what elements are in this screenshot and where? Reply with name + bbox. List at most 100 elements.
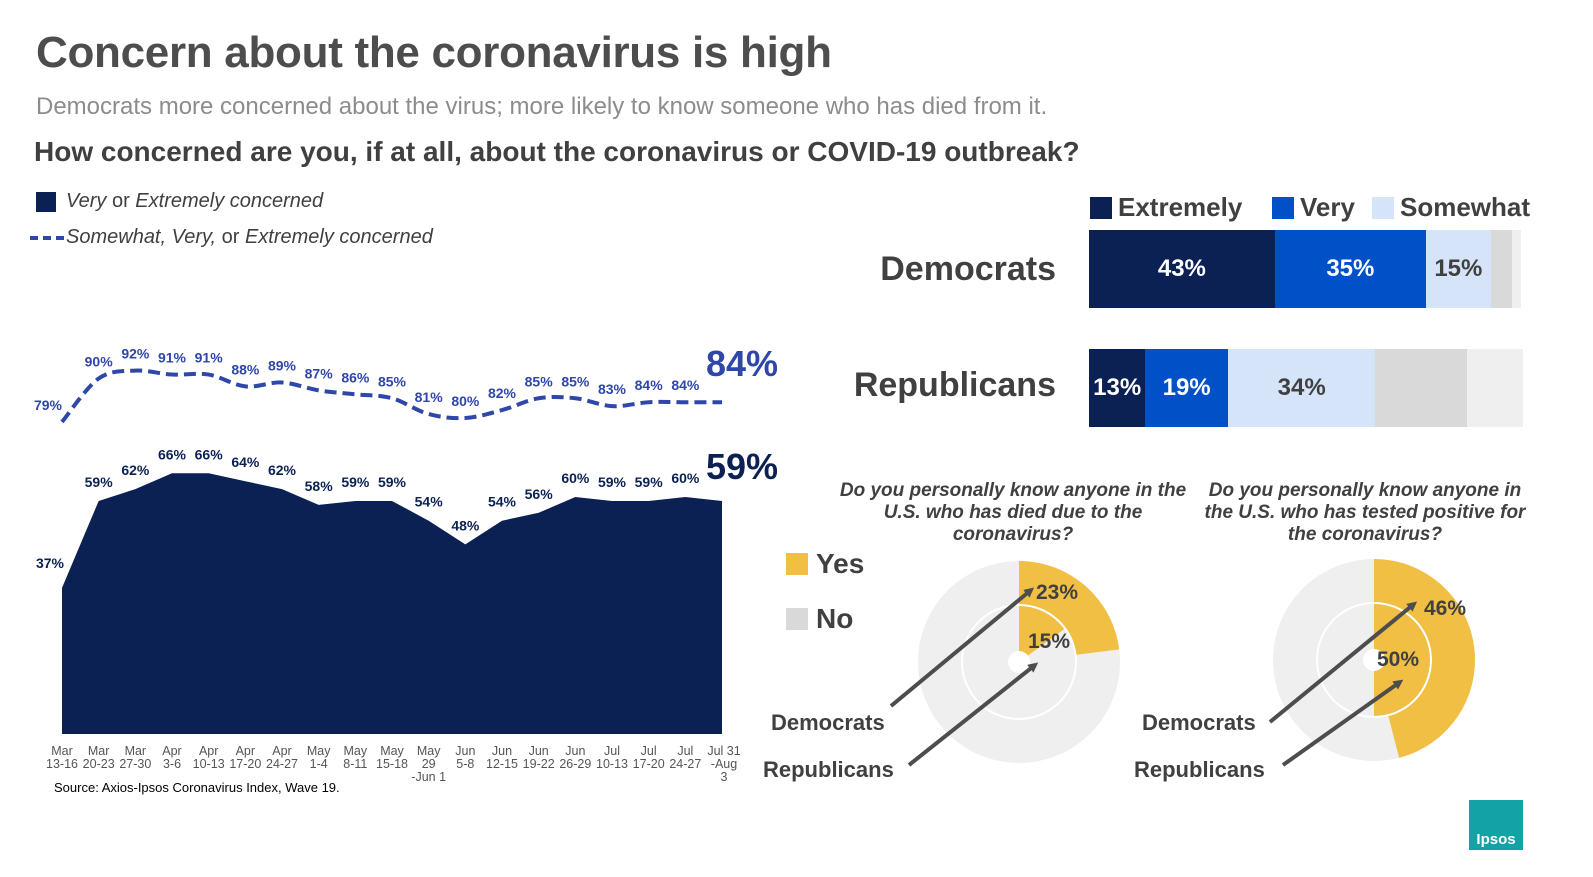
donut2-hole <box>1363 649 1385 671</box>
donut1-outer-label: 23% <box>1036 581 1078 604</box>
x-tick-11-0: Jun <box>455 744 475 758</box>
label-bottom-0: 37% <box>36 555 65 571</box>
x-tick-14-0: Jun <box>565 744 585 758</box>
arrow-pie2-democrats <box>1268 601 1418 724</box>
label-bottom-5: 64% <box>231 454 260 470</box>
legend-swatch-solid <box>36 191 56 212</box>
label-top-1: 90% <box>85 354 114 370</box>
pie2-label-democrats: Democrats <box>1142 710 1256 735</box>
x-tick-5-0: Apr <box>236 744 255 758</box>
bar-segment-extremely: 43% <box>1089 230 1275 308</box>
legend-swatch-dashed <box>30 235 64 240</box>
label-bottom-last: 59% <box>706 446 778 487</box>
x-tick-7-1: 1-4 <box>310 757 328 771</box>
arrow-pie2-republicans <box>1281 679 1404 767</box>
label-top-4: 91% <box>195 350 224 366</box>
x-tick-4-0: Apr <box>199 744 218 758</box>
x-tick-3-0: Apr <box>162 744 181 758</box>
bar-legend-very: Very <box>1272 192 1355 223</box>
bar-segment-very: 19% <box>1145 349 1228 427</box>
label-bottom-2: 62% <box>121 462 150 478</box>
pie1-label-democrats: Democrats <box>771 710 885 735</box>
label-bottom-7: 58% <box>305 478 334 494</box>
bar-segment-not-very <box>1375 349 1467 427</box>
arrow-pie1-republicans <box>907 662 1039 767</box>
label-top-11: 80% <box>451 393 480 409</box>
legend-text-part: or <box>216 226 245 248</box>
label-bottom-13: 56% <box>525 486 554 502</box>
donut1-inner-label: 15% <box>1028 630 1070 653</box>
x-tick-13-0: Jun <box>529 744 549 758</box>
bar-segment-not-very <box>1490 230 1513 308</box>
x-tick-4-1: 10-13 <box>193 757 225 771</box>
pie2-label-republicans: Republicans <box>1134 757 1265 782</box>
label-top-14: 85% <box>561 373 590 389</box>
bar-segment-somewhat: 34% <box>1227 349 1376 427</box>
donut2-inner-yes <box>1374 604 1430 716</box>
donut2-inner-label: 50% <box>1377 648 1419 671</box>
legend-text-part: or <box>106 190 136 212</box>
label-bottom-1: 59% <box>85 474 114 490</box>
x-tick-16-1: 17-20 <box>633 757 665 771</box>
bar-segment-somewhat: 15% <box>1425 230 1491 308</box>
label-top-8: 86% <box>341 369 370 385</box>
area-very-extremely <box>62 473 722 734</box>
bar-segment-not-at-all <box>1512 230 1521 308</box>
label-bottom-14: 60% <box>561 470 590 486</box>
legend-text-part: Extremely concerned <box>135 190 324 212</box>
label-bottom-4: 66% <box>195 446 224 462</box>
survey-question: How concerned are you, if at all, about … <box>34 136 1080 167</box>
arrow-pie1-democrats <box>889 587 1035 708</box>
bar-democrats: 43% 35% 15% <box>1089 230 1521 308</box>
pie-question-died: Do you personally know anyone in the U.S… <box>839 480 1187 545</box>
legend-text-part: Somewhat, Very, <box>66 226 217 248</box>
x-tick-15-1: 10-13 <box>596 757 628 771</box>
label-top-0: 79% <box>34 397 63 413</box>
pie-question-tested: Do you personally know anyone in the U.S… <box>1204 480 1526 545</box>
x-tick-16-0: Jul <box>641 744 657 758</box>
x-tick-1-1: 20-23 <box>83 757 115 771</box>
label-bottom-3: 66% <box>158 446 187 462</box>
x-tick-8-0: May <box>344 744 368 758</box>
bar-row-label-democrats: Democrats <box>880 250 1056 288</box>
label-top-10: 81% <box>415 389 444 405</box>
donut2-outer-label: 46% <box>1424 597 1466 620</box>
x-tick-14-1: 26-29 <box>559 757 591 771</box>
label-top-3: 91% <box>158 350 187 366</box>
x-tick-0-0: Mar <box>51 744 73 758</box>
label-bottom-15: 59% <box>598 474 627 490</box>
page-title: Concern about the coronavirus is high <box>36 28 832 77</box>
label-top-2: 92% <box>121 346 150 362</box>
label-top-6: 89% <box>268 357 297 373</box>
bar-legend-label-somewhat: Somewhat <box>1400 192 1531 222</box>
bar-legend-swatch-somewhat <box>1372 196 1394 219</box>
x-tick-9-0: May <box>380 744 404 758</box>
legend-very-extremely: Very or Extremely concerned <box>36 190 323 213</box>
label-bottom-17: 60% <box>671 470 700 486</box>
ipsos-logo: Ipsos <box>1469 800 1523 850</box>
label-bottom-9: 59% <box>378 474 407 490</box>
legend-somewhat-very-extremely: Somewhat, Very, or Extremely concerned <box>30 226 433 249</box>
x-tick-15-0: Jul <box>604 744 620 758</box>
x-tick-5-1: 17-20 <box>229 757 261 771</box>
x-tick-12-0: Jun <box>492 744 512 758</box>
x-tick-13-1: 19-22 <box>523 757 555 771</box>
legend-label-somewhat-very-extremely: Somewhat, Very, or Extremely concerned <box>66 226 433 249</box>
pie1-label-republicans: Republicans <box>763 757 894 782</box>
pie-legend-swatch-no <box>786 608 808 630</box>
x-tick-8-1: 8-11 <box>343 757 367 771</box>
label-bottom-10: 54% <box>415 494 444 510</box>
x-tick-1-0: Mar <box>88 744 110 758</box>
concern-area-chart: 79% 37% 90% 59% 92% 62% 91% 66% 91% 66% 88% 64% 89% 6… <box>34 343 778 784</box>
bar-row-label-republicans: Republicans <box>853 366 1056 404</box>
bar-segment-not-at-all <box>1466 349 1523 427</box>
x-tick-17-0: Jul <box>677 744 693 758</box>
source-note: Source: Axios-Ipsos Coronavirus Index, W… <box>54 780 340 795</box>
bar-legend-somewhat: Somewhat <box>1372 192 1530 223</box>
label-bottom-16: 59% <box>635 474 664 490</box>
label-bottom-8: 59% <box>341 474 370 490</box>
legend-text-part: Extremely concerned <box>244 226 433 248</box>
legend-label-very-extremely: Very or Extremely concerned <box>66 190 323 213</box>
line-somewhat-very-extremely <box>60 368 722 424</box>
